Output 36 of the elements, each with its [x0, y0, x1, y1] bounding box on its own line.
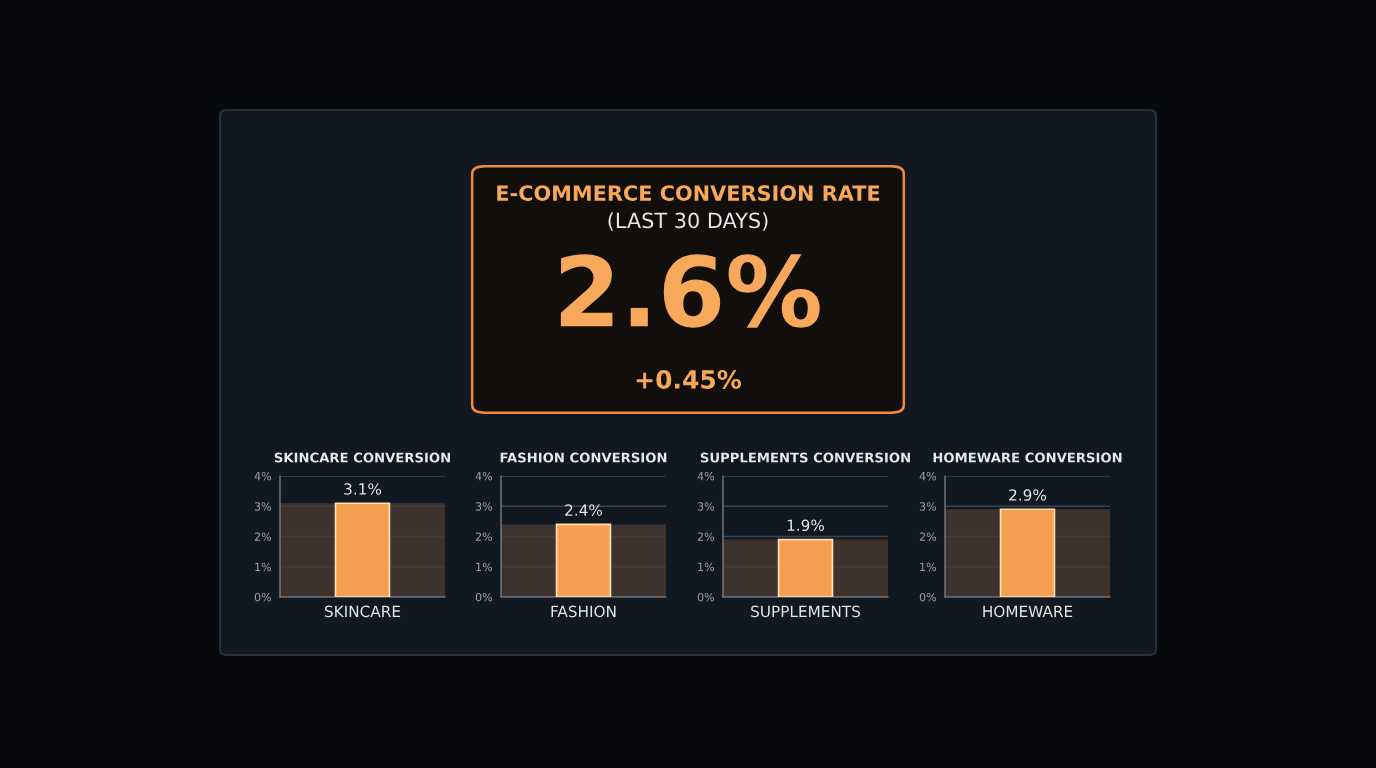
chart-title: SUPPLEMENTS CONVERSION	[700, 452, 910, 463]
y-tick-label: 2%	[254, 532, 272, 541]
text: +0.45%	[636, 369, 742, 389]
y-tick-label: 2%	[697, 532, 715, 541]
chart-title: HOMEWARE CONVERSION	[933, 452, 1122, 463]
x-tick-label: FASHION	[551, 605, 616, 618]
y-tick-label: 3%	[919, 502, 937, 511]
x-tick-label: SUPPLEMENTS	[751, 605, 861, 618]
y-tick-label: 2%	[919, 532, 937, 541]
chart-title: FASHION CONVERSION	[500, 452, 667, 463]
y-tick-label: 4%	[254, 471, 272, 481]
x-tick-label: SKINCARE	[324, 605, 401, 618]
y-tick-label: 1%	[255, 562, 272, 572]
y-tick-label: 4%	[697, 471, 715, 481]
text: E-COMMERCE CONVERSION RATE	[497, 185, 880, 201]
y-tick-label: 1%	[920, 562, 937, 572]
y-tick-label: 3%	[475, 502, 493, 511]
y-tick-label: 1%	[476, 562, 493, 572]
chart-title: SKINCARE CONVERSION	[274, 452, 450, 463]
y-tick-label: 0%	[919, 592, 937, 602]
y-tick-label: 3%	[254, 502, 272, 511]
y-tick-label: 0%	[254, 592, 272, 602]
y-tick-label: 3%	[697, 502, 715, 511]
y-tick-label: 0%	[697, 592, 715, 602]
y-tick-label: 0%	[475, 592, 493, 602]
x-tick-label: HOMEWARE	[983, 605, 1073, 618]
y-tick-label: 1%	[698, 562, 715, 572]
data-label: 2.4%	[565, 504, 603, 516]
text: 2.6%	[560, 254, 820, 328]
data-label: 1.9%	[787, 519, 825, 532]
data-label: 3.1%	[344, 483, 382, 495]
y-tick-label: 4%	[475, 471, 493, 481]
y-tick-label: 2%	[475, 532, 493, 541]
data-label: 2.9%	[1009, 489, 1047, 501]
text: (LAST 30 DAYS)	[608, 212, 768, 231]
y-tick-label: 4%	[919, 471, 937, 481]
